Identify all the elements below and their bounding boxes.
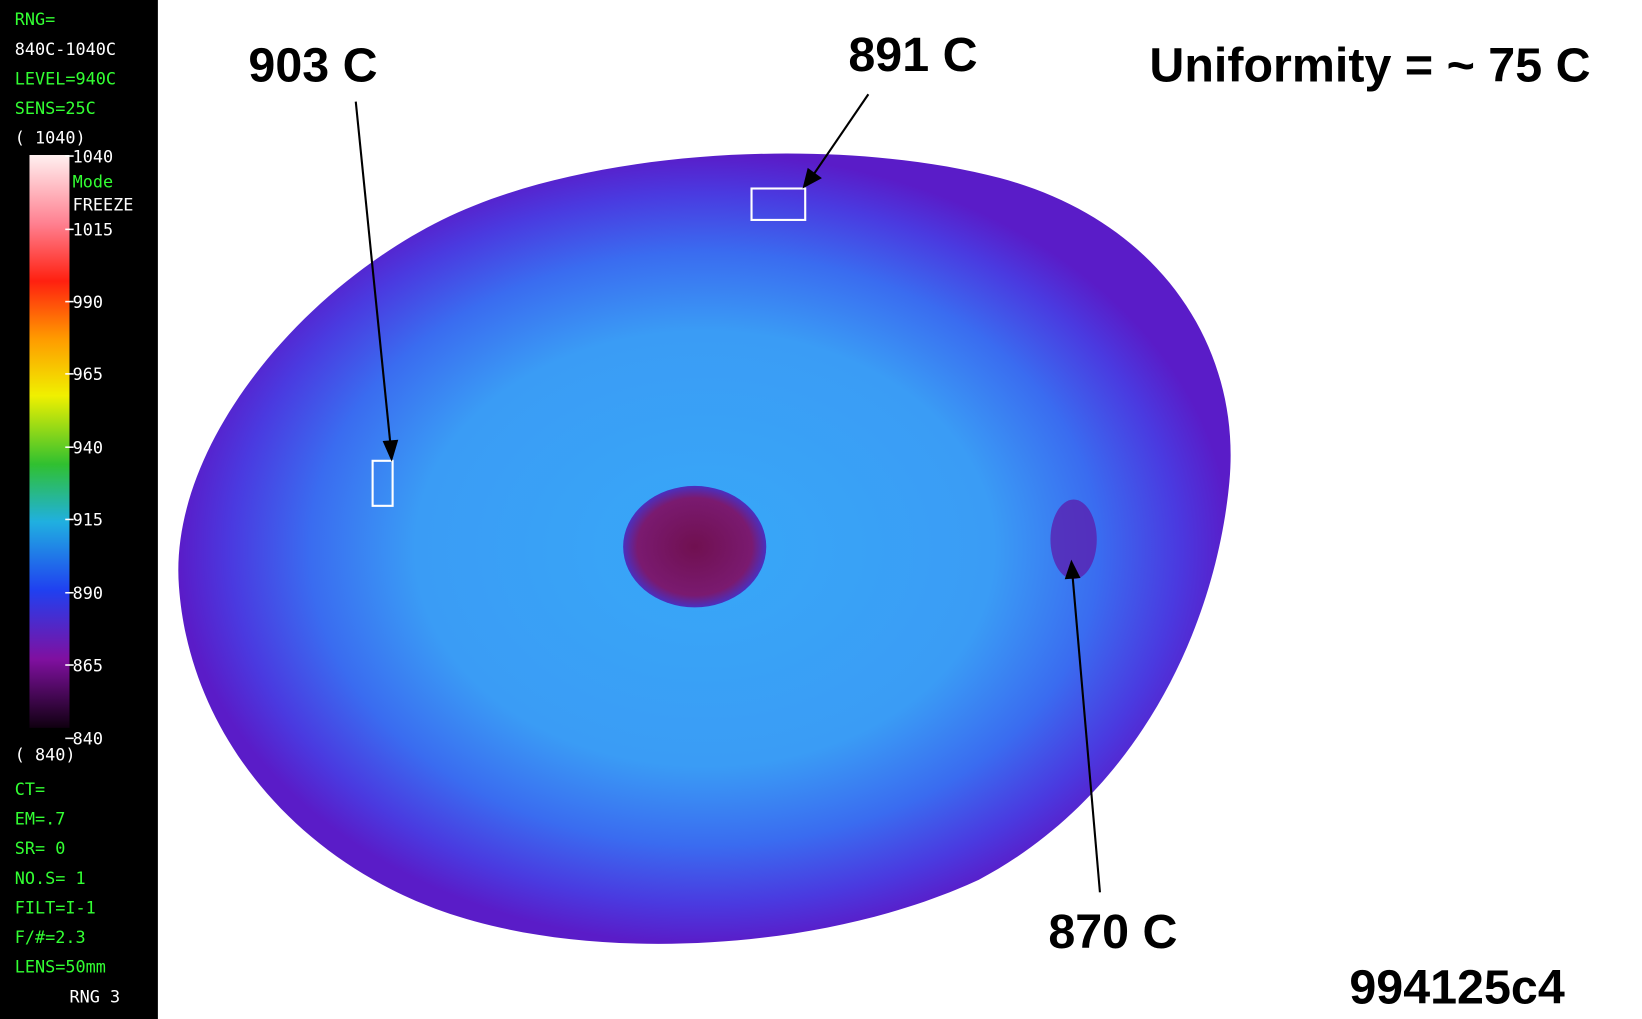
annotation: 903 C <box>248 39 377 93</box>
status-line: F/#=2.3 <box>15 927 86 947</box>
scale-label: 840 <box>73 729 103 749</box>
scale-label: 1040 <box>73 146 114 166</box>
status-line: EM=.7 <box>15 809 66 829</box>
scale-min: ( 840) <box>15 744 76 764</box>
status-line: SENS=25C <box>15 98 96 118</box>
scale-label: Mode <box>73 172 114 192</box>
color-scale <box>29 155 69 728</box>
scale-label: 915 <box>73 510 103 530</box>
title: Uniformity = ~ 75 C <box>1149 39 1590 93</box>
annotation: 891 C <box>848 28 977 82</box>
scale-label: 1015 <box>73 220 114 240</box>
status-line: 840C-1040C <box>15 39 116 59</box>
scale-label: 965 <box>73 364 103 384</box>
status-line: RNG= <box>15 9 56 29</box>
status-line: SR= 0 <box>15 838 66 858</box>
image-id: 994125c4 <box>1349 960 1565 1014</box>
status-line: LENS=50mm <box>15 957 106 977</box>
status-line: RNG 3 <box>69 986 120 1006</box>
cold-spot <box>623 486 766 607</box>
status-line: LEVEL=940C <box>15 68 116 88</box>
status-line: NO.S= 1 <box>15 868 86 888</box>
scale-label: 865 <box>73 655 103 675</box>
annotation: 870 C <box>1048 905 1177 959</box>
scale-label: FREEZE <box>73 195 134 215</box>
screenshot: RNG=840C-1040CLEVEL=940CSENS=25C( 1040)1… <box>0 0 1642 1019</box>
status-line: FILT=I-1 <box>15 897 96 917</box>
scale-label: 940 <box>73 438 103 458</box>
page: {"sidebar": { "lines_top": ["RNG=", "840… <box>0 0 1642 1019</box>
status-line: CT= <box>15 779 45 799</box>
status-line: ( 1040) <box>15 128 86 148</box>
scale-label: 990 <box>73 292 103 312</box>
scale-label: 890 <box>73 583 103 603</box>
